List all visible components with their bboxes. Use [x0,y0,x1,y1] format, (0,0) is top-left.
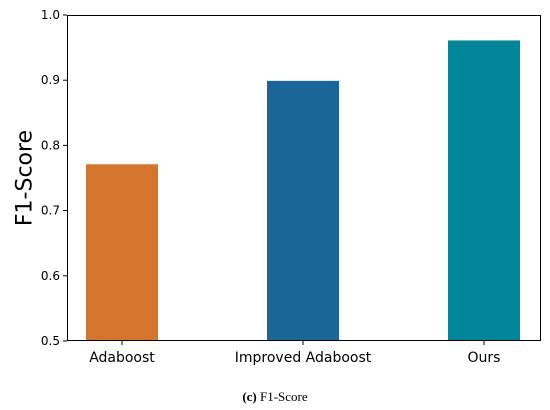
y-tick-label: 0.6 [41,269,60,283]
y-tick-label: 0.5 [41,334,60,348]
y-tick-label: 0.8 [41,138,60,152]
bars-group [86,40,520,342]
y-tick-label: 1.0 [41,8,60,22]
x-tick-label: Improved Adaboost [235,350,372,366]
x-axis-ticks: Adaboost Improved Adaboost Ours [89,341,500,366]
y-axis-ticks: 0.5 0.6 0.7 0.8 0.9 1.0 [41,8,67,348]
y-axis-title: F1-Score [13,130,38,226]
x-tick-label: Adaboost [89,350,155,366]
plot-frame [67,15,541,341]
caption-tag: (c) [242,389,257,404]
bar-improved-adaboost [267,80,339,342]
bar-ours [448,40,520,341]
x-tick-label: Ours [468,350,501,366]
y-tick-label: 0.7 [41,204,60,218]
bar-adaboost [86,164,158,341]
y-tick-label: 0.9 [41,73,60,87]
caption-text: F1-Score [260,389,308,404]
figure-caption: (c) F1-Score [0,389,550,405]
